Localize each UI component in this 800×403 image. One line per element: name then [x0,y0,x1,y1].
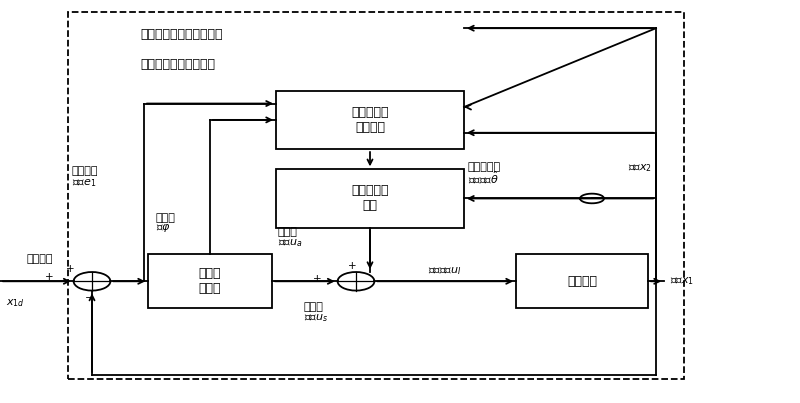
Text: 误差$e_1$: 误差$e_1$ [72,177,97,189]
Text: +: + [45,272,54,282]
Text: 系统自适应鲁棒控制器: 系统自适应鲁棒控制器 [140,58,215,71]
Text: 转速$x_2$: 转速$x_2$ [628,162,652,174]
Text: 动态摩擦补: 动态摩擦补 [468,162,501,172]
Text: 制量$u_s$: 制量$u_s$ [304,312,328,324]
Text: +: + [348,261,356,271]
Text: 鲁棒控
制模块: 鲁棒控 制模块 [198,267,222,295]
Text: 总控制量$u_I$: 总控制量$u_I$ [428,265,462,277]
Bar [148,254,272,308]
Bar [516,254,648,308]
Text: 动态摩擦补
偿器: 动态摩擦补 偿器 [351,185,389,212]
Text: 回归向: 回归向 [156,213,176,222]
Text: +: + [66,264,75,274]
Text: 期望角度: 期望角度 [26,254,53,264]
Text: 量$\varphi$: 量$\varphi$ [156,222,171,234]
Text: 摩擦补: 摩擦补 [278,227,298,237]
Text: −: − [86,293,94,303]
Text: 参数自适应
调整模块: 参数自适应 调整模块 [351,106,389,134]
Text: 带有动态摩擦补偿的伺服: 带有动态摩擦补偿的伺服 [140,28,222,41]
Text: 被控对象: 被控对象 [567,274,597,288]
Text: +: + [313,274,322,284]
Bar [276,91,464,149]
Bar [276,169,464,228]
Bar [68,12,684,379]
Text: 偿器参数$\hat{\theta}$: 偿器参数$\hat{\theta}$ [468,170,499,186]
Text: 角度$x_1$: 角度$x_1$ [670,275,694,287]
Text: 鲁棒控: 鲁棒控 [304,303,324,312]
Text: $x_{1d}$: $x_{1d}$ [6,297,25,310]
Text: 偿量$u_a$: 偿量$u_a$ [278,237,302,249]
Text: 输出跟踪: 输出跟踪 [72,166,98,176]
